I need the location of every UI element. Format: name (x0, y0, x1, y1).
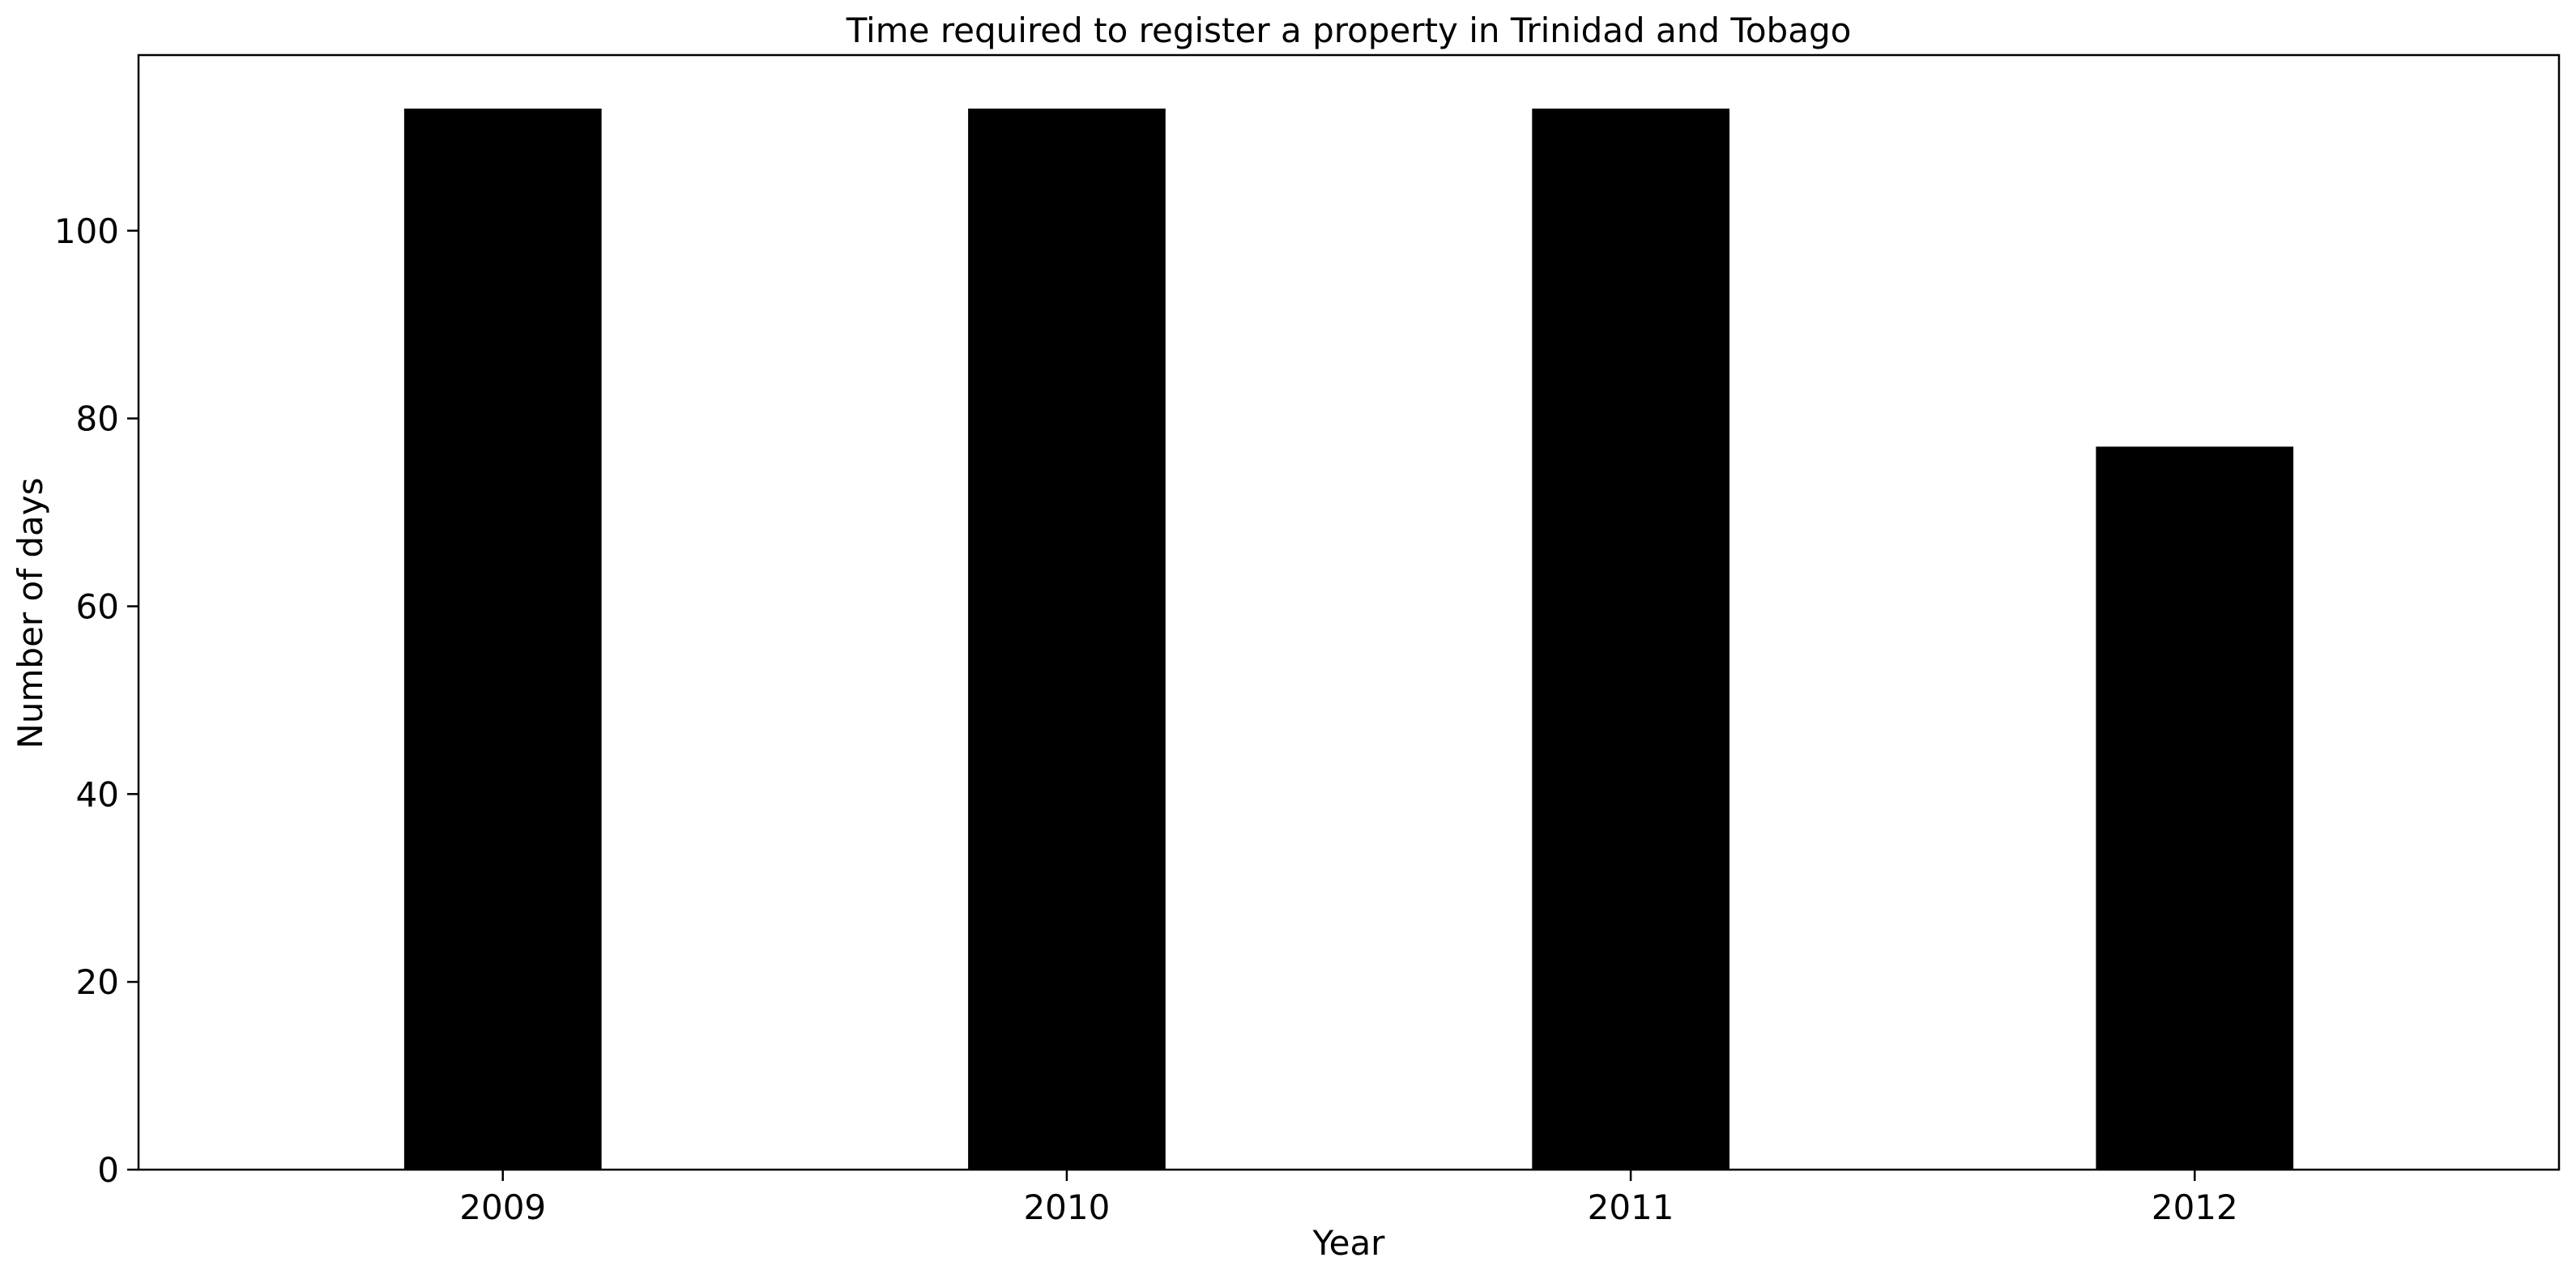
x-tick-label: 2011 (1588, 1187, 1674, 1227)
y-tick-label: 100 (54, 211, 119, 251)
bar-2012 (2096, 446, 2294, 1170)
x-tick-label: 2009 (459, 1187, 546, 1227)
y-tick-label: 80 (76, 399, 119, 439)
bar-2010 (968, 109, 1166, 1170)
chart-title: Time required to register a property in … (846, 11, 1852, 50)
bar-2011 (1532, 109, 1729, 1170)
y-axis-label: Number of days (11, 477, 50, 748)
x-axis-label: Year (1312, 1223, 1386, 1263)
y-axis-ticks: 0 20 40 60 80 100 (54, 211, 139, 1190)
y-tick-label: 60 (76, 587, 119, 627)
bar-2009 (403, 109, 602, 1170)
x-tick-label: 2010 (1023, 1187, 1110, 1227)
bars-layer (403, 109, 2294, 1170)
plot-frame (137, 53, 2561, 1171)
x-tick-label: 2012 (2152, 1187, 2238, 1227)
y-tick-label: 20 (76, 962, 119, 1002)
y-tick-label: 40 (76, 774, 119, 814)
x-axis-ticks: 2009 2010 2011 2012 (459, 1170, 2238, 1227)
y-tick-label: 0 (97, 1150, 119, 1190)
